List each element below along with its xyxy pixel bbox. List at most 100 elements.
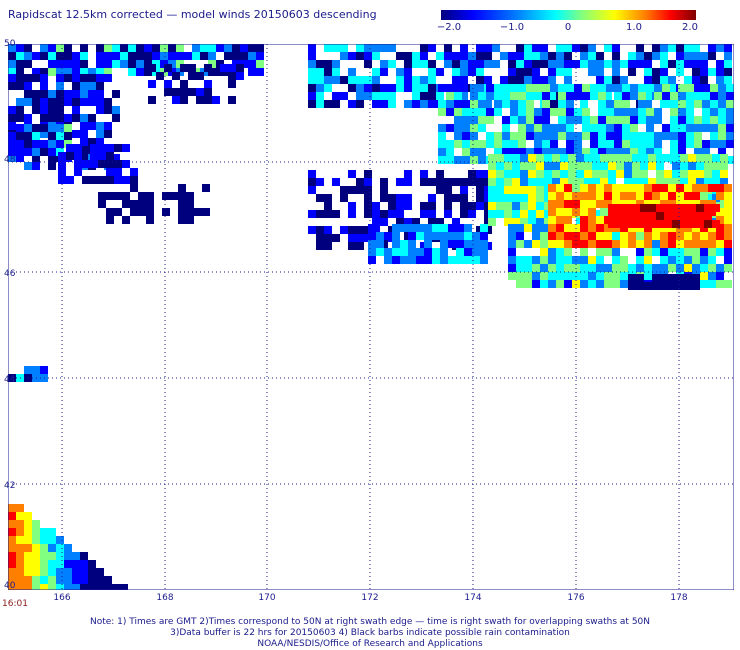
wind-cell: [368, 240, 376, 248]
wind-cell: [664, 220, 672, 228]
wind-cell: [612, 76, 620, 84]
wind-cell: [536, 186, 544, 194]
wind-cell: [564, 240, 572, 248]
wind-cell: [588, 280, 596, 288]
wind-cell: [520, 170, 528, 178]
wind-cell: [636, 192, 644, 200]
wind-cell: [412, 52, 420, 60]
wind-cell: [454, 100, 462, 108]
wind-cell: [356, 242, 364, 250]
wind-cell: [536, 210, 544, 218]
wind-cell: [48, 140, 56, 148]
wind-cell: [470, 140, 478, 148]
wind-cell: [596, 60, 604, 68]
wind-cell: [644, 248, 652, 256]
wind-cell: [678, 108, 686, 116]
wind-cell: [56, 584, 64, 590]
wind-cell: [392, 232, 400, 240]
wind-cell: [256, 68, 264, 76]
wind-cell: [672, 162, 680, 170]
wind-cell: [668, 84, 676, 92]
wind-cell: [444, 202, 452, 210]
wind-cell: [456, 256, 464, 264]
wind-cell: [494, 148, 502, 156]
colorbar-tick-label: −1.0: [499, 22, 525, 33]
wind-cell: [526, 108, 534, 116]
wind-cell: [644, 272, 652, 280]
wind-cell: [702, 140, 710, 148]
wind-cell: [180, 96, 188, 104]
wind-cell: [516, 44, 524, 52]
wind-cell: [8, 122, 16, 130]
wind-cell: [646, 84, 654, 92]
wind-cell: [40, 114, 48, 122]
wind-cell: [716, 264, 724, 272]
wind-cell: [404, 100, 412, 108]
wind-cell: [56, 114, 64, 122]
wind-cell: [700, 232, 708, 240]
wind-cell: [664, 178, 672, 186]
wind-cell: [364, 170, 372, 178]
wind-cell: [24, 140, 32, 148]
wind-cell: [216, 44, 224, 52]
wind-cell: [612, 44, 620, 52]
colorbar-tick-label: 1.0: [626, 22, 642, 33]
wind-cell: [536, 170, 544, 178]
wind-cell: [502, 92, 510, 100]
wind-cell: [356, 234, 364, 242]
wind-cell: [478, 100, 486, 108]
wind-cell: [686, 132, 694, 140]
wind-cell: [32, 536, 40, 544]
wind-cell: [446, 124, 454, 132]
wind-cell: [588, 256, 596, 264]
wind-cell: [566, 100, 574, 108]
wind-cell: [534, 108, 542, 116]
wind-cell: [16, 576, 24, 584]
wind-cell: [654, 132, 662, 140]
wind-cell: [510, 92, 518, 100]
wind-cell: [90, 152, 98, 160]
wind-cell: [56, 60, 64, 68]
wind-cell: [588, 60, 596, 68]
wind-cell: [630, 148, 638, 156]
wind-cell: [692, 52, 700, 60]
wind-cell: [692, 264, 700, 272]
wind-cell: [146, 200, 154, 208]
wind-cell: [452, 76, 460, 84]
wind-cell: [104, 106, 112, 114]
wind-cell: [660, 68, 668, 76]
wind-cell: [8, 528, 16, 536]
wind-cell: [518, 92, 526, 100]
wind-cell: [524, 240, 532, 248]
wind-cell: [648, 204, 656, 212]
wind-cell: [8, 154, 16, 162]
wind-cell: [724, 200, 732, 208]
wind-cell: [624, 154, 632, 162]
wind-cell: [178, 192, 186, 200]
wind-cell: [624, 212, 632, 220]
wind-cell: [380, 92, 388, 100]
wind-cell: [80, 98, 88, 106]
wind-cell: [516, 240, 524, 248]
wind-cell: [112, 154, 120, 162]
wind-cell: [80, 552, 88, 560]
wind-cell: [488, 194, 496, 202]
wind-cell: [630, 92, 638, 100]
wind-cell: [542, 132, 550, 140]
wind-cell: [654, 140, 662, 148]
wind-cell: [228, 72, 236, 80]
wind-cell: [612, 264, 620, 272]
wind-cell: [308, 226, 316, 234]
wind-cell: [178, 216, 186, 224]
wind-cell: [80, 584, 88, 590]
wind-cell: [548, 232, 556, 240]
wind-cell: [638, 140, 646, 148]
wind-cell: [8, 568, 16, 576]
wind-cell: [612, 60, 620, 68]
wind-cell: [606, 140, 614, 148]
wind-cell: [8, 114, 16, 122]
wind-cell: [534, 148, 542, 156]
wind-cell: [396, 76, 404, 84]
wind-cell: [502, 100, 510, 108]
wind-cell: [446, 84, 454, 92]
